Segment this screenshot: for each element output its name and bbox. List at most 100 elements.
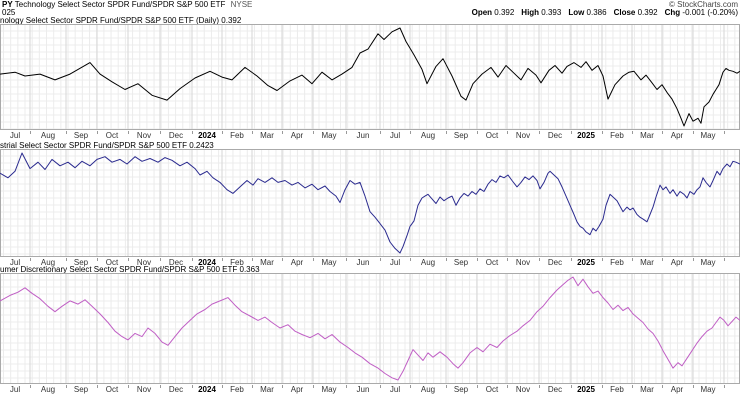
quote-close: Close 0.392 xyxy=(613,8,658,17)
x-axis-label: 2024 xyxy=(198,131,216,140)
x-axis-tick xyxy=(662,131,663,134)
x-axis-label: Sep xyxy=(453,131,469,140)
x-axis-tick xyxy=(446,131,447,134)
x-axis-tick xyxy=(446,258,447,261)
x-axis-label: Aug xyxy=(420,258,436,267)
x-axis-label: Dec xyxy=(547,131,563,140)
x-axis-tick xyxy=(30,131,31,134)
x-axis-tick xyxy=(66,131,67,134)
x-axis-tick xyxy=(571,131,572,134)
x-axis-label: Oct xyxy=(485,131,499,140)
exchange-label: NYSE xyxy=(230,0,253,9)
x-axis-tick xyxy=(252,258,253,261)
chart-header-line1: PY Technology Select Sector SPDR Fund/SP… xyxy=(2,1,738,9)
x-axis-tick xyxy=(477,258,478,261)
x-axis-label: Dec xyxy=(547,258,563,267)
x-axis-tick xyxy=(662,258,663,261)
x-axis-tick xyxy=(30,385,31,388)
x-axis-label: Mar xyxy=(260,131,274,140)
x-axis-label: May xyxy=(321,258,337,267)
panel1-plot-xlk-spy-ratio xyxy=(0,24,740,130)
x-axis-tick xyxy=(252,131,253,134)
x-axis-label: Apr xyxy=(290,258,304,267)
x-axis-label: 2024 xyxy=(198,258,216,267)
x-axis-tick xyxy=(724,131,725,134)
x-axis-label: Apr xyxy=(290,131,304,140)
x-axis-label: Feb xyxy=(230,385,244,394)
x-axis-label: 2025 xyxy=(577,385,595,394)
x-axis-label: Mar xyxy=(640,258,654,267)
panel3-x-axis: Jul Aug Sep Oct Nov Dec 2024 Feb Mar Apr May Jun Jul… xyxy=(0,385,740,395)
price-ratio-line xyxy=(0,27,740,127)
x-axis-label: Aug xyxy=(40,131,56,140)
x-axis-tick xyxy=(30,258,31,261)
x-axis-label: Sep xyxy=(73,131,89,140)
x-axis-label: May xyxy=(700,385,716,394)
x-axis-tick xyxy=(128,258,129,261)
panel1-title: nology Select Sector SPDR Fund/SPDR S&P … xyxy=(0,16,242,25)
x-axis-tick xyxy=(97,131,98,134)
x-axis-tick xyxy=(380,258,381,261)
x-axis-label: Sep xyxy=(453,258,469,267)
x-axis-label: Dec xyxy=(547,385,563,394)
x-axis-label: Oct xyxy=(105,385,119,394)
x-axis-tick xyxy=(571,258,572,261)
x-axis-tick xyxy=(724,385,725,388)
x-axis-label: Jul xyxy=(9,258,21,267)
x-axis-tick xyxy=(346,131,347,134)
x-axis-label: Jul xyxy=(9,131,21,140)
x-axis-label: Dec xyxy=(168,258,184,267)
x-axis-tick xyxy=(539,131,540,134)
date-fragment: 025 xyxy=(2,8,16,17)
x-axis-label: Aug xyxy=(420,131,436,140)
x-axis-tick xyxy=(97,258,98,261)
x-axis-tick xyxy=(313,385,314,388)
x-axis-tick xyxy=(507,385,508,388)
ticker-symbol-fragment: PY xyxy=(2,0,13,9)
copyright-notice: © StockCharts.com xyxy=(668,0,738,9)
x-axis-tick xyxy=(66,258,67,261)
panel2-plot-xli-spy-ratio xyxy=(0,149,740,257)
x-axis-label: Dec xyxy=(168,385,184,394)
x-axis-label: Sep xyxy=(73,258,89,267)
x-axis-tick xyxy=(410,258,411,261)
x-axis-tick xyxy=(160,385,161,388)
x-axis-label: Jul xyxy=(389,385,401,394)
x-axis-tick xyxy=(724,258,725,261)
x-axis-label: May xyxy=(321,131,337,140)
x-axis-tick xyxy=(477,131,478,134)
x-axis-label: Nov xyxy=(515,131,531,140)
quote-low: Low 0.386 xyxy=(568,8,607,17)
x-axis-tick xyxy=(222,258,223,261)
x-axis-label: Nov xyxy=(515,385,531,394)
x-axis-tick xyxy=(313,131,314,134)
x-axis-tick xyxy=(313,258,314,261)
x-axis-label: May xyxy=(700,131,716,140)
x-axis-label: Nov xyxy=(136,385,152,394)
x-axis-tick xyxy=(66,385,67,388)
x-axis-label: Oct xyxy=(105,131,119,140)
x-axis-tick xyxy=(128,131,129,134)
x-axis-label: Feb xyxy=(610,385,624,394)
price-ratio-line xyxy=(0,276,740,381)
x-axis-tick xyxy=(507,258,508,261)
x-axis-tick xyxy=(282,385,283,388)
x-axis-tick xyxy=(539,258,540,261)
x-axis-tick xyxy=(632,131,633,134)
x-axis-tick xyxy=(602,131,603,134)
x-axis-label: 2025 xyxy=(577,258,595,267)
quote-chg: Chg -0.001 (-0.20%) xyxy=(664,8,738,17)
x-axis-label: Oct xyxy=(105,258,119,267)
x-axis-tick xyxy=(602,385,603,388)
x-axis-label: Jul xyxy=(9,385,21,394)
panel1-x-axis: Jul Aug Sep Oct Nov Dec 2024 Feb Mar Apr May Jun Jul… xyxy=(0,131,740,141)
x-axis-tick xyxy=(446,385,447,388)
x-axis-tick xyxy=(192,131,193,134)
x-axis-tick xyxy=(282,258,283,261)
x-axis-label: Jul xyxy=(389,258,401,267)
x-axis-tick xyxy=(632,385,633,388)
quote-open: Open 0.392 xyxy=(471,8,515,17)
x-axis-label: Jun xyxy=(356,385,370,394)
x-axis-label: Apr xyxy=(670,131,684,140)
x-axis-label: Apr xyxy=(670,258,684,267)
